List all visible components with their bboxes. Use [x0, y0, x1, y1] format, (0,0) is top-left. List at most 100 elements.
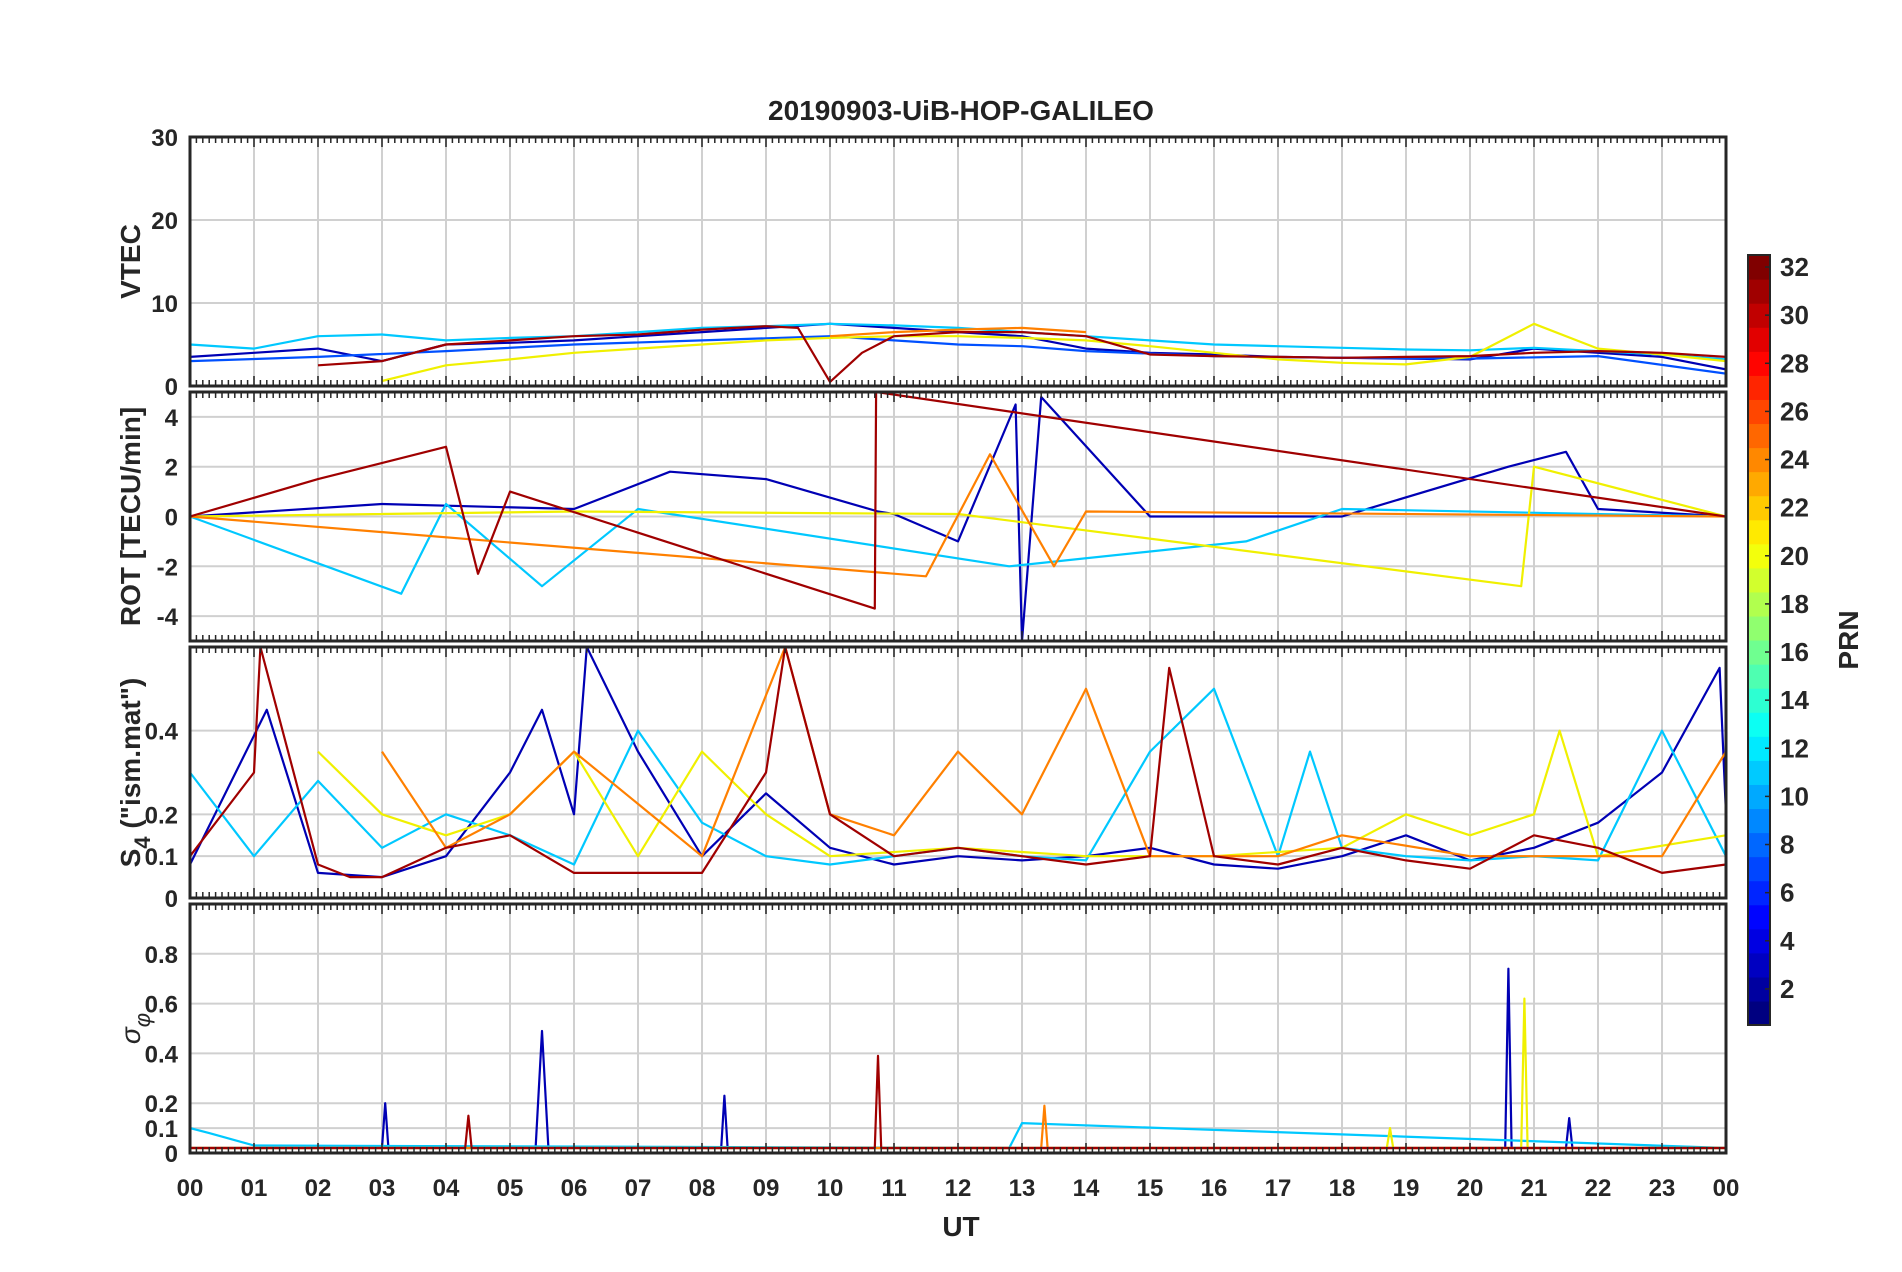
x-tick-label: 02: [305, 1175, 332, 1202]
colorbar-segment: [1748, 808, 1770, 834]
colorbar-segment: [1748, 736, 1770, 761]
colorbar-segment: [1748, 279, 1770, 304]
series-line-prn-2: [190, 967, 1726, 1150]
y-tick-label: 0.4: [145, 719, 179, 746]
colorbar-segment: [1748, 952, 1770, 978]
colorbar-segment: [1748, 375, 1770, 400]
colorbar-frame: [1747, 254, 1771, 1026]
y-tick-label: 0.1: [145, 1116, 178, 1143]
colorbar-tick-label: 6: [1780, 878, 1794, 908]
y-tick-label: -4: [157, 604, 179, 631]
colorbar-segment: [1748, 664, 1770, 689]
x-tick-label: 10: [817, 1175, 844, 1202]
colorbar-segment: [1748, 543, 1770, 569]
colorbar-segment: [1748, 255, 1770, 280]
colorbar-segment: [1748, 615, 1770, 641]
colorbar-segment: [1748, 784, 1770, 810]
x-tick-label: 08: [689, 1175, 716, 1202]
series-group: [190, 967, 1726, 1150]
x-tick-label: 12: [945, 1175, 972, 1202]
colorbar-segment: [1748, 928, 1770, 954]
colorbar-tick-label: 20: [1780, 541, 1809, 571]
y-tick-label: 0.2: [145, 1091, 178, 1118]
series-line-prn-12: [190, 1121, 1726, 1150]
colorbar-segment: [1748, 976, 1770, 1002]
colorbar-segment: [1748, 880, 1770, 906]
colorbar-tick-label: 8: [1780, 830, 1794, 860]
series-line-prn-12: [190, 322, 1726, 361]
colorbar-segment: [1748, 904, 1770, 930]
colorbar-tick-label: 24: [1780, 445, 1809, 475]
colorbar-tick-label: 12: [1780, 733, 1809, 763]
colorbar-segment: [1748, 303, 1770, 328]
x-tick-label: 19: [1393, 1175, 1420, 1202]
x-tick-label: 20: [1457, 1175, 1484, 1202]
y-axis-label-main: σ: [115, 1026, 146, 1044]
colorbar-tick-label: 2: [1780, 974, 1794, 1004]
x-tick-label: 01: [241, 1175, 268, 1202]
x-tick-label: 07: [625, 1175, 652, 1202]
panel-vtec: 0 10 20 30 VTEC: [115, 125, 1728, 401]
colorbar-tick-label: 10: [1780, 781, 1809, 811]
y-tick-label: 2: [165, 455, 178, 482]
y-tick-label: 0.8: [145, 942, 178, 969]
series-line-prn-31: [190, 1054, 1726, 1150]
y-tick-label: -2: [157, 554, 178, 581]
y-tick-label: 0: [165, 1141, 178, 1168]
colorbar-tick-label: 4: [1780, 926, 1795, 956]
colorbar-segment: [1748, 567, 1770, 593]
series-line-prn-31: [190, 392, 1726, 610]
y-tick-label: 0.1: [145, 844, 178, 871]
y-tick-label: 0.4: [145, 1041, 179, 1068]
colorbar-segment: [1748, 832, 1770, 858]
colorbar-tick-label: 22: [1780, 493, 1809, 523]
y-tick-label: 0: [165, 374, 178, 401]
figure-title: 20190903-UiB-HOP-GALILEO: [768, 95, 1154, 126]
colorbar-segment: [1748, 1000, 1770, 1026]
colorbar-segment: [1748, 640, 1770, 665]
series-line-prn-20: [381, 322, 1726, 383]
x-tick-label: 21: [1521, 1175, 1548, 1202]
series-group: [190, 647, 1726, 879]
y-axis-label-vtec: VTEC: [115, 224, 146, 299]
colorbar-label: PRN: [1833, 610, 1864, 669]
y-axis-label-sigma_phi: σφ: [115, 1013, 155, 1044]
colorbar-segment: [1748, 471, 1770, 497]
series-line-prn-31: [190, 647, 1726, 879]
series-group: [190, 322, 1726, 383]
series-line-prn-25: [190, 453, 1726, 578]
x-tick-label: 06: [561, 1175, 588, 1202]
x-tick-label: 18: [1329, 1175, 1356, 1202]
colorbar-segment: [1748, 327, 1770, 352]
x-axis-label: UT: [942, 1211, 979, 1242]
series-line-prn-25: [829, 326, 1087, 338]
y-axis-label-s4: S4 ("ism.mat"): [115, 678, 155, 868]
y-axis-label-subscript: φ: [130, 1013, 155, 1027]
x-tick-label: 00: [177, 1175, 204, 1202]
panel-s4: 00.10.20.4S4 ("ism.mat"): [115, 645, 1728, 913]
x-tick-label: 16: [1201, 1175, 1228, 1202]
x-tick-label: 14: [1073, 1175, 1100, 1202]
x-tick-label: 04: [433, 1175, 460, 1202]
y-axis-label-rot: ROT [TECU/min]: [115, 407, 146, 626]
panel-rot: -4 -2 0 2 4 ROT [TECU/min]: [115, 390, 1728, 643]
panel-sigma_phi: 00.10.2 0.4 0.6 0.8 σφ: [115, 902, 1728, 1168]
x-axis-tick-labels: 00 01 02 03 04 05 06 07 08 09 10 11 12 13 14 15 16 17 18 19…: [177, 1175, 1740, 1202]
x-tick-label: 03: [369, 1175, 396, 1202]
colorbar-segment: [1748, 688, 1770, 713]
series-line-prn-31: [317, 325, 1726, 383]
series-group: [190, 392, 1726, 641]
series-line-prn-12: [190, 502, 1726, 595]
colorbar-segment: [1748, 399, 1770, 425]
colorbar-tick-label: 18: [1780, 589, 1809, 619]
colorbar-segment: [1748, 591, 1770, 617]
colorbar-segment: [1748, 351, 1770, 376]
series-line-prn-2: [190, 395, 1726, 641]
x-tick-label: 13: [1009, 1175, 1036, 1202]
y-tick-label: 0.6: [145, 992, 178, 1019]
colorbar-segment: [1748, 856, 1770, 882]
x-tick-label: 23: [1649, 1175, 1676, 1202]
